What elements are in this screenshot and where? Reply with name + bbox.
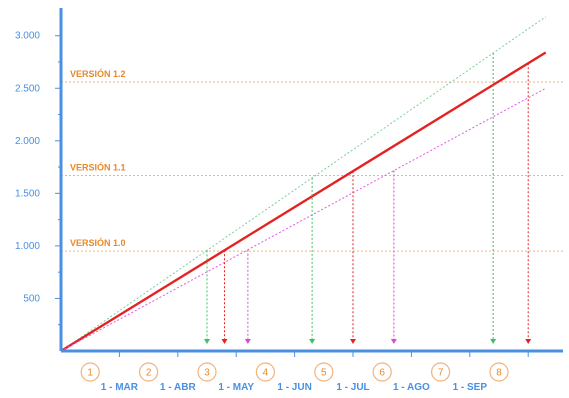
version-label-3: VERSIÓN 1.2 [70, 68, 126, 79]
period-number: 5 [321, 368, 327, 379]
drop-lines-layer [204, 53, 532, 344]
y-tick-label: 1.500 [15, 188, 40, 199]
period-circle-2 [139, 362, 159, 382]
version-label-1: VERSIÓN 1.0 [70, 237, 126, 248]
version-label-2: VERSIÓN 1.1 [70, 161, 126, 172]
drop-arrow-3-2 [390, 339, 397, 344]
drop-arrow-2-3 [525, 339, 532, 344]
drop-arrow-1-3 [490, 339, 497, 344]
period-number: 6 [379, 368, 385, 379]
x-labels-layer: 1 - MAR 1 - ABR 1 - MAY 1 - JUN 1 - JUL 1 - A… [101, 382, 488, 393]
series-line-1 [60, 16, 546, 352]
x-tick-label: 1 - JUL [336, 382, 369, 393]
x-tick-label: 1 - JUN [277, 382, 311, 393]
period-circle-6 [372, 362, 392, 382]
period-number: 3 [204, 368, 210, 379]
y-tick-label: 1.000 [15, 241, 40, 252]
y-tick-label: 2.500 [15, 83, 40, 94]
period-number: 1 [87, 368, 93, 379]
x-tick-label: 1 - SEP [453, 382, 488, 393]
period-circle-3 [197, 362, 217, 382]
period-number: 7 [438, 368, 444, 379]
version-lines-layer [61, 81, 563, 252]
drop-arrow-2-2 [350, 339, 356, 344]
version-labels-layer: VERSIÓN 1.0 VERSIÓN 1.1 VERSIÓN 1.2 [70, 68, 126, 248]
period-number: 2 [146, 368, 152, 379]
axes-layer [59, 8, 563, 357]
y-ticks-layer: 500 1.000 1.500 2.000 2.500 3.000 [15, 31, 61, 326]
series-line-2 [60, 51, 547, 353]
series-layer [60, 16, 547, 353]
drop-arrow-1-1 [204, 339, 210, 344]
x-tick-label: 1 - AGO [393, 382, 430, 393]
y-tick-label: 2.000 [15, 136, 40, 147]
period-number: 8 [496, 368, 502, 379]
x-tick-label: 1 - MAY [218, 382, 254, 393]
period-markers-layer: 1 2 3 4 5 6 7 8 [80, 362, 509, 382]
y-tick-label: 3.000 [15, 31, 40, 42]
x-tick-label: 1 - ABR [160, 382, 197, 393]
period-circle-8 [489, 362, 509, 382]
period-circle-5 [314, 362, 334, 382]
series-line-3 [60, 87, 546, 352]
period-circle-4 [255, 362, 275, 382]
period-circle-7 [431, 362, 451, 382]
drop-arrow-3-1 [244, 339, 251, 344]
period-number: 4 [263, 368, 269, 379]
x-tick-label: 1 - MAR [101, 382, 139, 393]
period-circle-1 [80, 362, 100, 382]
drop-arrow-2-1 [221, 339, 228, 344]
y-tick-label: 500 [23, 293, 40, 304]
drop-arrow-1-2 [309, 339, 316, 344]
